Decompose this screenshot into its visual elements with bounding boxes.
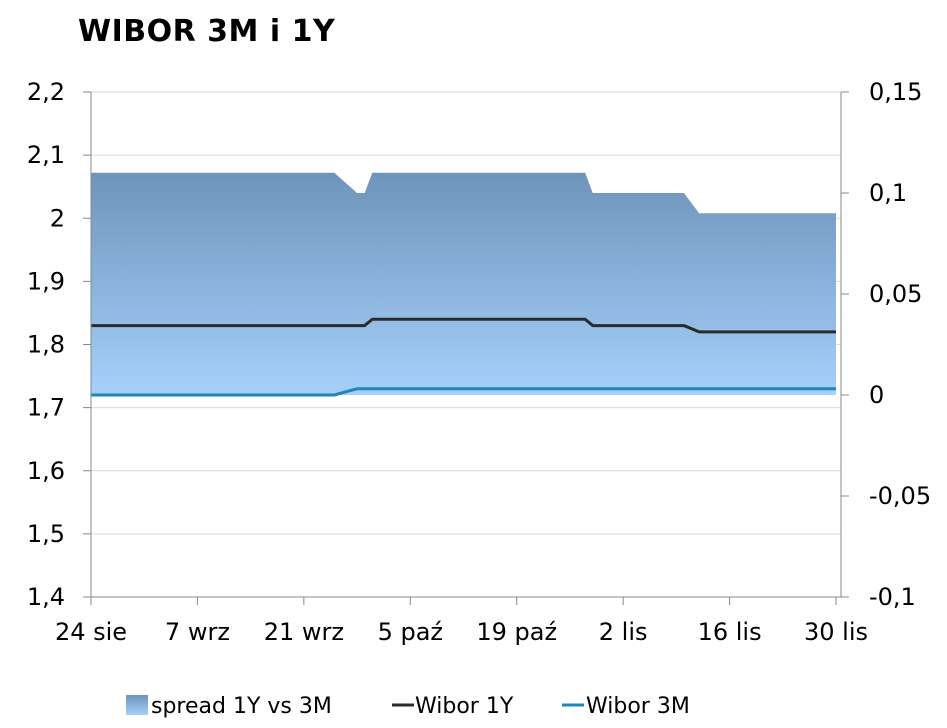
y2-tick-label: 0,1 bbox=[869, 179, 907, 207]
x-tick-label: 19 paź bbox=[476, 618, 557, 646]
y2-tick-label: -0,05 bbox=[869, 482, 931, 510]
legend-swatch-spread bbox=[126, 695, 148, 715]
y2-tick-label: 0,05 bbox=[869, 280, 922, 308]
y2-tick-label: 0 bbox=[869, 381, 884, 409]
y2-tick-label: 0,15 bbox=[869, 78, 922, 106]
legend-label-wibor-3m: Wibor 3M bbox=[586, 694, 690, 719]
x-tick-label: 7 wrz bbox=[165, 618, 230, 646]
y2-tick-label: -0,1 bbox=[869, 583, 916, 611]
y-tick-label: 2 bbox=[50, 204, 65, 232]
y-tick-label: 1,5 bbox=[27, 520, 65, 548]
series-line-wibor-1y bbox=[91, 317, 836, 334]
y-tick-label: 2,2 bbox=[27, 78, 65, 106]
x-tick-label: 16 lis bbox=[698, 618, 762, 646]
y-tick-label: 1,8 bbox=[27, 331, 65, 359]
y-tick-label: 1,4 bbox=[27, 583, 65, 611]
legend-label-wibor-1y: Wibor 1Y bbox=[415, 694, 514, 719]
chart-title: WIBOR 3M i 1Y bbox=[78, 14, 336, 49]
y-tick-label: 1,9 bbox=[27, 267, 65, 295]
y-tick-label: 1,6 bbox=[27, 457, 65, 485]
legend-label-spread: spread 1Y vs 3M bbox=[151, 694, 332, 719]
y-tick-label: 1,7 bbox=[27, 394, 65, 422]
x-tick-label: 5 paź bbox=[378, 618, 443, 646]
x-tick-label: 30 lis bbox=[804, 618, 868, 646]
x-tick-label: 21 wrz bbox=[264, 618, 344, 646]
y-tick-label: 2,1 bbox=[27, 141, 65, 169]
series-area-spread bbox=[91, 172, 836, 395]
x-tick-label: 2 lis bbox=[599, 618, 648, 646]
series-line-wibor-3m bbox=[91, 387, 836, 397]
x-tick-label: 24 sie bbox=[55, 618, 127, 646]
